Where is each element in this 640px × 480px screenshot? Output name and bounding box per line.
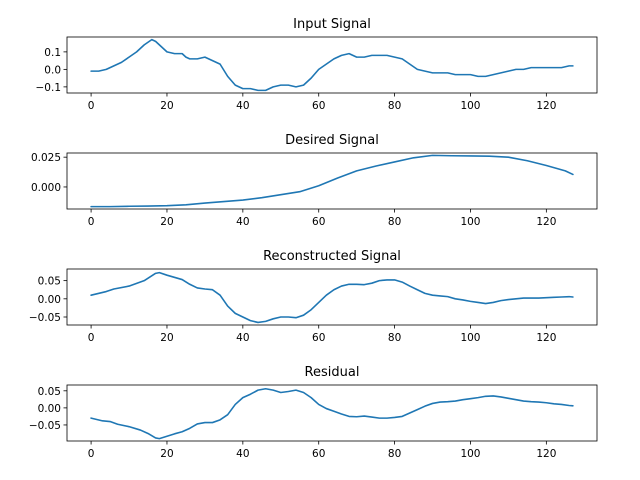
input-signal-xtick-label: 80 bbox=[388, 100, 401, 112]
residual-subplot: Residual 0 20 40 60 80 100 120 0.05 0.00 −0.05 bbox=[29, 365, 598, 460]
reconstructed-signal-xtick-label: 20 bbox=[160, 332, 173, 344]
reconstructed-signal-xtick-label: 60 bbox=[312, 332, 325, 344]
desired-signal-ytick-label: 0.025 bbox=[31, 152, 61, 164]
desired-signal-xtick-label: 100 bbox=[460, 216, 480, 228]
desired-signal-xtick-label: 20 bbox=[160, 216, 173, 228]
desired-signal-ytick-label: 0.000 bbox=[31, 182, 61, 194]
residual-ytick-label: −0.05 bbox=[29, 420, 61, 432]
residual-xtick-label: 40 bbox=[236, 448, 249, 460]
input-signal-xtick-label: 60 bbox=[312, 100, 325, 112]
input-signal-ytick-label: 0.1 bbox=[44, 47, 61, 59]
input-signal-xtick-label: 40 bbox=[236, 100, 249, 112]
desired-signal-subplot: Desired Signal 0 20 40 60 80 100 120 0.025 0.000 bbox=[31, 133, 598, 228]
input-signal-line bbox=[90, 38, 574, 92]
reconstructed-signal-title: Reconstructed Signal bbox=[263, 249, 401, 264]
reconstructed-signal-ytick-label: −0.05 bbox=[29, 312, 61, 324]
input-signal-axes-frame bbox=[66, 36, 598, 94]
desired-signal-line bbox=[90, 154, 574, 208]
desired-signal-axes-frame bbox=[66, 152, 598, 210]
input-signal-xtick-label: 20 bbox=[160, 100, 173, 112]
desired-signal-title: Desired Signal bbox=[285, 133, 379, 148]
residual-axes-frame bbox=[66, 384, 598, 442]
input-signal-subplot: Input Signal 0 20 40 60 80 100 120 0.1 0.0 −0.1 bbox=[36, 17, 598, 112]
reconstructed-signal-xtick-label: 0 bbox=[88, 332, 95, 344]
reconstructed-signal-xtick-label: 40 bbox=[236, 332, 249, 344]
residual-ytick-label: 0.05 bbox=[38, 386, 61, 398]
reconstructed-signal-xtick-label: 120 bbox=[536, 332, 556, 344]
reconstructed-signal-ytick-label: 0.00 bbox=[38, 294, 61, 306]
reconstructed-signal-axes-frame bbox=[66, 268, 598, 326]
input-signal-xtick-label: 100 bbox=[460, 100, 480, 112]
residual-line bbox=[90, 387, 574, 440]
residual-xtick-label: 20 bbox=[160, 448, 173, 460]
reconstructed-signal-subplot: Reconstructed Signal 0 20 40 60 80 100 120 0.05 0… bbox=[29, 249, 598, 344]
input-signal-title: Input Signal bbox=[293, 17, 371, 32]
residual-xtick-label: 100 bbox=[460, 448, 480, 460]
input-signal-xtick-label: 120 bbox=[536, 100, 556, 112]
desired-signal-xtick-label: 0 bbox=[88, 216, 95, 228]
residual-xtick-label: 0 bbox=[88, 448, 95, 460]
reconstructed-signal-line bbox=[90, 271, 574, 324]
reconstructed-signal-ytick-label: 0.05 bbox=[38, 276, 61, 288]
input-signal-ytick-label: −0.1 bbox=[36, 82, 62, 94]
residual-ytick-label: 0.00 bbox=[38, 403, 61, 415]
desired-signal-xtick-label: 80 bbox=[388, 216, 401, 228]
desired-signal-xtick-label: 60 bbox=[312, 216, 325, 228]
residual-xtick-label: 60 bbox=[312, 448, 325, 460]
desired-signal-xtick-label: 120 bbox=[536, 216, 556, 228]
residual-title: Residual bbox=[305, 365, 360, 380]
desired-signal-xtick-label: 40 bbox=[236, 216, 249, 228]
reconstructed-signal-xtick-label: 80 bbox=[388, 332, 401, 344]
residual-xtick-label: 120 bbox=[536, 448, 556, 460]
reconstructed-signal-xtick-label: 100 bbox=[460, 332, 480, 344]
input-signal-xtick-label: 0 bbox=[88, 100, 95, 112]
residual-xtick-label: 80 bbox=[388, 448, 401, 460]
input-signal-ytick-label: 0.0 bbox=[44, 64, 61, 76]
